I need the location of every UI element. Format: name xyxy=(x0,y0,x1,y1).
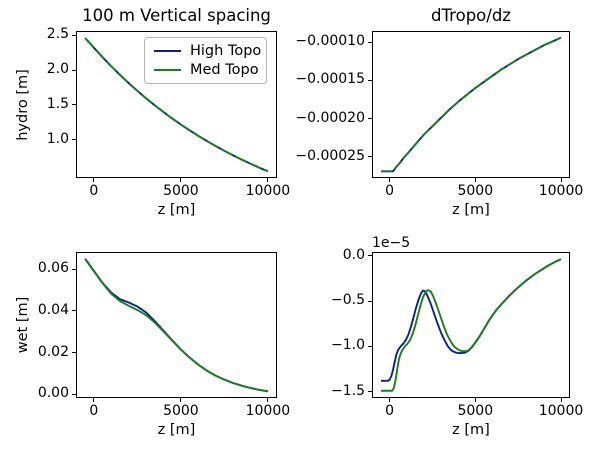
y-tick-label: 1.0 xyxy=(46,130,69,147)
axes-hydro xyxy=(76,31,277,178)
x-tick-label: 10000 xyxy=(245,403,291,419)
axes-spines xyxy=(76,31,277,178)
y-tick-label: 2.0 xyxy=(46,61,69,77)
x-tick-label: 5000 xyxy=(163,183,199,199)
x-tick-mark xyxy=(389,178,391,182)
y-tick-mark xyxy=(72,268,76,270)
y-tick-mark xyxy=(368,118,372,120)
axes-dwet xyxy=(372,252,570,398)
plot-line-wet-med_topo xyxy=(84,258,269,393)
plot-area-dwet xyxy=(372,252,570,398)
x-tick-label: 0 xyxy=(89,403,99,419)
x-tick-mark xyxy=(560,398,562,402)
x-tick-mark xyxy=(180,398,182,402)
y-axis-label-wet: wet [m] xyxy=(15,296,31,354)
y-tick-label: −1.5 xyxy=(331,382,365,399)
x-tick-label: 5000 xyxy=(457,183,494,199)
axes-dtropo xyxy=(372,31,570,178)
legend: High Topo Med Topo xyxy=(144,37,267,84)
y-tick-mark xyxy=(72,69,76,71)
x-tick-label: 5000 xyxy=(163,403,199,419)
x-axis-label-hydro: z [m] xyxy=(157,202,196,218)
axes-spines xyxy=(76,252,277,398)
x-tick-mark xyxy=(560,178,562,182)
axes-spines xyxy=(372,31,570,178)
y-tick-mark xyxy=(368,255,372,257)
x-tick-mark xyxy=(267,178,269,182)
y-tick-mark xyxy=(72,139,76,141)
plot-line-hydro-med_topo xyxy=(84,37,269,173)
y-tick-label: 0.06 xyxy=(37,260,69,277)
chart-title-hydro: 100 m Vertical spacing xyxy=(82,6,271,25)
legend-label: High Topo xyxy=(190,43,262,60)
y-tick-label: 2.5 xyxy=(46,26,69,43)
y-tick-label: 0.0 xyxy=(342,246,365,263)
y-tick-label: 0.04 xyxy=(37,301,69,318)
x-axis-label-wet: z [m] xyxy=(157,422,196,438)
legend-line-sample xyxy=(154,68,181,71)
y-tick-label: 1.5 xyxy=(46,95,69,112)
x-tick-label: 5000 xyxy=(457,403,494,419)
y-tick-mark xyxy=(368,79,372,81)
axes-spines xyxy=(372,252,570,398)
legend-label: Med Topo xyxy=(190,61,259,78)
y-tick-label: −0.00025 xyxy=(295,147,365,164)
x-tick-mark xyxy=(267,398,269,402)
y-tick-mark xyxy=(72,393,76,395)
x-tick-mark xyxy=(93,398,95,402)
axes-wet xyxy=(76,252,277,398)
y-tick-mark xyxy=(368,300,372,302)
plot-area-wet xyxy=(76,252,277,398)
y-tick-label: −0.00020 xyxy=(295,109,365,126)
y-tick-label: 0.00 xyxy=(37,385,69,402)
y-tick-mark xyxy=(72,352,76,353)
y-tick-mark xyxy=(72,310,76,312)
x-axis-label-dwet: z [m] xyxy=(452,422,490,438)
legend-entry-med_topo: Med Topo xyxy=(154,61,259,80)
y-tick-mark xyxy=(368,391,372,393)
y-tick-mark xyxy=(368,156,372,158)
x-tick-mark xyxy=(389,398,391,402)
plot-line-wet-high_topo xyxy=(84,258,269,393)
plot-line-dtropo-high_topo xyxy=(381,36,562,173)
x-tick-mark xyxy=(474,178,476,182)
plot-line-dwet-high_topo xyxy=(381,258,562,382)
y-tick-mark xyxy=(72,34,76,36)
y-axis-label-hydro: hydro [m] xyxy=(15,68,31,141)
x-tick-mark xyxy=(93,178,95,182)
x-tick-label: 10000 xyxy=(538,403,584,419)
y-tick-label: −0.00010 xyxy=(295,33,365,50)
x-tick-label: 10000 xyxy=(538,183,584,199)
x-axis-label-dtropo: z [m] xyxy=(452,202,490,218)
y-tick-mark xyxy=(368,41,372,43)
x-tick-label: 0 xyxy=(89,183,99,199)
plot-area-hydro xyxy=(76,31,277,178)
x-tick-label: 10000 xyxy=(245,183,291,199)
chart-title-dtropo: dTropo/dz xyxy=(431,6,511,25)
plot-line-dtropo-med_topo xyxy=(381,36,562,173)
legend-entry-high_topo: High Topo xyxy=(154,42,261,61)
plot-line-dwet-med_topo xyxy=(381,258,562,392)
plot-area-dtropo xyxy=(372,31,570,178)
x-tick-label: 0 xyxy=(385,183,395,199)
y-tick-label: −0.5 xyxy=(331,292,365,308)
y-tick-label: −0.00015 xyxy=(295,71,365,88)
y-tick-label: −1.0 xyxy=(331,337,365,354)
y-tick-mark xyxy=(368,345,372,347)
y-tick-mark xyxy=(72,104,76,106)
x-tick-label: 0 xyxy=(385,403,395,419)
y-axis-offset-label: 1e−5 xyxy=(372,235,411,251)
x-tick-mark xyxy=(474,398,476,402)
x-tick-mark xyxy=(180,178,182,182)
y-tick-label: 0.02 xyxy=(37,343,69,360)
legend-line-sample xyxy=(154,50,181,53)
